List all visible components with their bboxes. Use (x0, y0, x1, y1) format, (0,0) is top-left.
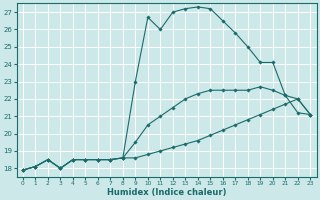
X-axis label: Humidex (Indice chaleur): Humidex (Indice chaleur) (107, 188, 226, 197)
